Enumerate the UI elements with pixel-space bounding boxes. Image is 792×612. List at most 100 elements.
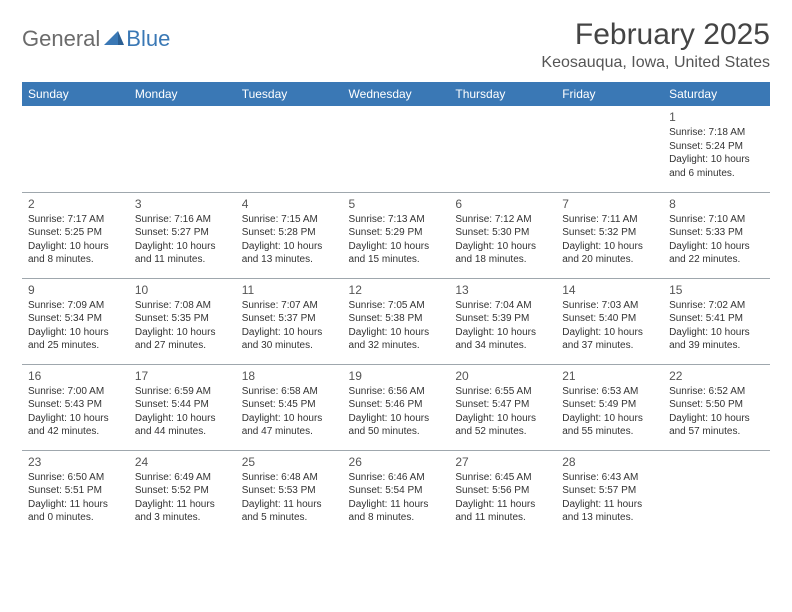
sunset-line: Sunset: 5:32 PM	[562, 226, 657, 240]
location-subtitle: Keosauqua, Iowa, United States	[541, 54, 770, 72]
day-number: 13	[455, 282, 550, 298]
sunset-line: Sunset: 5:46 PM	[349, 398, 444, 412]
day-number: 1	[669, 109, 764, 125]
day-number: 11	[242, 282, 337, 298]
calendar-day-cell: 18Sunrise: 6:58 AMSunset: 5:45 PMDayligh…	[236, 364, 343, 450]
daylight-line: Daylight: 10 hours and 32 minutes.	[349, 326, 444, 353]
sunrise-line: Sunrise: 7:04 AM	[455, 299, 550, 313]
brand-text-2: Blue	[126, 26, 170, 52]
sunset-line: Sunset: 5:27 PM	[135, 226, 230, 240]
day-number: 15	[669, 282, 764, 298]
calendar-table: SundayMondayTuesdayWednesdayThursdayFrid…	[22, 82, 770, 536]
calendar-day-cell: 15Sunrise: 7:02 AMSunset: 5:41 PMDayligh…	[663, 278, 770, 364]
daylight-line: Daylight: 10 hours and 13 minutes.	[242, 240, 337, 267]
calendar-day-cell: 2Sunrise: 7:17 AMSunset: 5:25 PMDaylight…	[22, 192, 129, 278]
sunrise-line: Sunrise: 6:56 AM	[349, 385, 444, 399]
day-number: 18	[242, 368, 337, 384]
day-number: 23	[28, 454, 123, 470]
sunset-line: Sunset: 5:38 PM	[349, 312, 444, 326]
calendar-day-cell: 26Sunrise: 6:46 AMSunset: 5:54 PMDayligh…	[343, 450, 450, 536]
sunrise-line: Sunrise: 6:50 AM	[28, 471, 123, 485]
sunset-line: Sunset: 5:24 PM	[669, 140, 764, 154]
daylight-line: Daylight: 11 hours and 8 minutes.	[349, 498, 444, 525]
sunrise-line: Sunrise: 7:02 AM	[669, 299, 764, 313]
daylight-line: Daylight: 10 hours and 6 minutes.	[669, 153, 764, 180]
sunrise-line: Sunrise: 7:00 AM	[28, 385, 123, 399]
daylight-line: Daylight: 10 hours and 25 minutes.	[28, 326, 123, 353]
sunrise-line: Sunrise: 7:11 AM	[562, 213, 657, 227]
daylight-line: Daylight: 10 hours and 47 minutes.	[242, 412, 337, 439]
day-number: 8	[669, 196, 764, 212]
day-number: 9	[28, 282, 123, 298]
sunset-line: Sunset: 5:30 PM	[455, 226, 550, 240]
day-number: 14	[562, 282, 657, 298]
calendar-day-cell: 12Sunrise: 7:05 AMSunset: 5:38 PMDayligh…	[343, 278, 450, 364]
sunset-line: Sunset: 5:53 PM	[242, 484, 337, 498]
calendar-day-cell: 28Sunrise: 6:43 AMSunset: 5:57 PMDayligh…	[556, 450, 663, 536]
sunset-line: Sunset: 5:44 PM	[135, 398, 230, 412]
sunrise-line: Sunrise: 6:58 AM	[242, 385, 337, 399]
daylight-line: Daylight: 10 hours and 44 minutes.	[135, 412, 230, 439]
sunset-line: Sunset: 5:43 PM	[28, 398, 123, 412]
sunset-line: Sunset: 5:34 PM	[28, 312, 123, 326]
sunset-line: Sunset: 5:33 PM	[669, 226, 764, 240]
day-number: 22	[669, 368, 764, 384]
sunset-line: Sunset: 5:39 PM	[455, 312, 550, 326]
sunset-line: Sunset: 5:57 PM	[562, 484, 657, 498]
sunrise-line: Sunrise: 7:18 AM	[669, 126, 764, 140]
calendar-empty-cell	[449, 106, 556, 192]
weekday-header: Friday	[556, 82, 663, 106]
calendar-day-cell: 22Sunrise: 6:52 AMSunset: 5:50 PMDayligh…	[663, 364, 770, 450]
day-number: 28	[562, 454, 657, 470]
sunrise-line: Sunrise: 6:45 AM	[455, 471, 550, 485]
sunset-line: Sunset: 5:56 PM	[455, 484, 550, 498]
sunrise-line: Sunrise: 6:49 AM	[135, 471, 230, 485]
day-number: 16	[28, 368, 123, 384]
brand-logo: General Blue	[22, 26, 170, 52]
calendar-day-cell: 6Sunrise: 7:12 AMSunset: 5:30 PMDaylight…	[449, 192, 556, 278]
calendar-day-cell: 7Sunrise: 7:11 AMSunset: 5:32 PMDaylight…	[556, 192, 663, 278]
calendar-empty-cell	[236, 106, 343, 192]
daylight-line: Daylight: 10 hours and 18 minutes.	[455, 240, 550, 267]
day-number: 3	[135, 196, 230, 212]
calendar-day-cell: 16Sunrise: 7:00 AMSunset: 5:43 PMDayligh…	[22, 364, 129, 450]
calendar-day-cell: 21Sunrise: 6:53 AMSunset: 5:49 PMDayligh…	[556, 364, 663, 450]
sunset-line: Sunset: 5:51 PM	[28, 484, 123, 498]
calendar-empty-cell	[343, 106, 450, 192]
day-number: 21	[562, 368, 657, 384]
calendar-day-cell: 27Sunrise: 6:45 AMSunset: 5:56 PMDayligh…	[449, 450, 556, 536]
day-number: 24	[135, 454, 230, 470]
daylight-line: Daylight: 10 hours and 22 minutes.	[669, 240, 764, 267]
calendar-day-cell: 9Sunrise: 7:09 AMSunset: 5:34 PMDaylight…	[22, 278, 129, 364]
sunset-line: Sunset: 5:37 PM	[242, 312, 337, 326]
sunrise-line: Sunrise: 7:17 AM	[28, 213, 123, 227]
sunrise-line: Sunrise: 7:13 AM	[349, 213, 444, 227]
sunrise-line: Sunrise: 6:55 AM	[455, 385, 550, 399]
sunrise-line: Sunrise: 6:53 AM	[562, 385, 657, 399]
daylight-line: Daylight: 11 hours and 3 minutes.	[135, 498, 230, 525]
sunset-line: Sunset: 5:35 PM	[135, 312, 230, 326]
daylight-line: Daylight: 10 hours and 34 minutes.	[455, 326, 550, 353]
weekday-header: Wednesday	[343, 82, 450, 106]
sunrise-line: Sunrise: 7:05 AM	[349, 299, 444, 313]
sunrise-line: Sunrise: 7:16 AM	[135, 213, 230, 227]
day-number: 20	[455, 368, 550, 384]
daylight-line: Daylight: 10 hours and 57 minutes.	[669, 412, 764, 439]
calendar-empty-cell	[663, 450, 770, 536]
calendar-day-cell: 24Sunrise: 6:49 AMSunset: 5:52 PMDayligh…	[129, 450, 236, 536]
day-number: 19	[349, 368, 444, 384]
sunrise-line: Sunrise: 7:08 AM	[135, 299, 230, 313]
sunset-line: Sunset: 5:52 PM	[135, 484, 230, 498]
sunrise-line: Sunrise: 6:43 AM	[562, 471, 657, 485]
daylight-line: Daylight: 10 hours and 27 minutes.	[135, 326, 230, 353]
day-number: 26	[349, 454, 444, 470]
calendar-day-cell: 17Sunrise: 6:59 AMSunset: 5:44 PMDayligh…	[129, 364, 236, 450]
calendar-day-cell: 25Sunrise: 6:48 AMSunset: 5:53 PMDayligh…	[236, 450, 343, 536]
weekday-header: Tuesday	[236, 82, 343, 106]
sunset-line: Sunset: 5:41 PM	[669, 312, 764, 326]
day-number: 12	[349, 282, 444, 298]
sunset-line: Sunset: 5:50 PM	[669, 398, 764, 412]
sunset-line: Sunset: 5:25 PM	[28, 226, 123, 240]
daylight-line: Daylight: 10 hours and 52 minutes.	[455, 412, 550, 439]
sunrise-line: Sunrise: 7:15 AM	[242, 213, 337, 227]
